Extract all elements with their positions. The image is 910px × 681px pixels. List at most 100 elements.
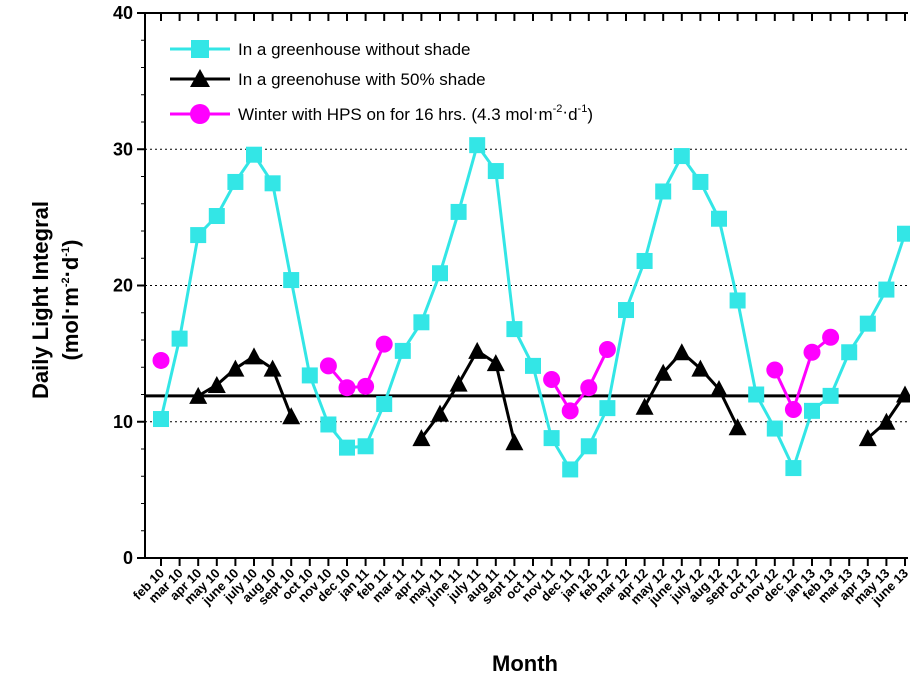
data-point-circle	[766, 361, 784, 379]
legend: In a greenhouse without shade In a green…	[170, 40, 593, 124]
y-axis-ticks: 0 10 20 30 40	[113, 3, 145, 568]
data-point-square	[711, 210, 727, 227]
data-point-square	[692, 173, 709, 190]
data-point-triangle	[877, 412, 896, 430]
data-point-triangle	[672, 343, 691, 361]
data-point-square	[413, 314, 430, 331]
data-point-square	[859, 315, 876, 332]
data-point-circle	[598, 341, 616, 359]
series-line-2	[773, 336, 832, 414]
data-point-triangle	[226, 359, 245, 377]
data-point-square	[487, 163, 504, 180]
data-point-square	[785, 460, 802, 477]
legend-entry-no-shade: In a greenhouse without shade	[170, 40, 471, 59]
data-point-square	[729, 292, 746, 309]
data-point-triangle	[505, 433, 524, 451]
series-group	[152, 137, 910, 478]
grid-lines	[145, 148, 908, 423]
data-point-circle	[784, 400, 802, 418]
legend-circle-marker	[190, 104, 210, 124]
data-point-circle	[375, 335, 393, 353]
data-point-circle	[338, 379, 356, 397]
data-point-circle	[580, 379, 598, 397]
data-point-square	[506, 321, 523, 338]
legend-square-marker	[191, 40, 209, 58]
data-point-square	[655, 183, 672, 200]
y-tick-label: 20	[113, 276, 133, 296]
legend-label-50-shade: In a greenohuse with 50% shade	[238, 70, 486, 89]
data-point-square	[841, 344, 858, 361]
data-point-square	[897, 225, 910, 242]
data-point-circle	[319, 357, 337, 375]
data-point-circle	[357, 377, 375, 395]
series-2	[152, 328, 840, 420]
legend-entry-hps: Winter with HPS on for 16 hrs. (4.3 mol·…	[170, 102, 593, 124]
y-tick-label: 40	[113, 3, 133, 23]
data-point-triangle	[858, 429, 877, 447]
legend-entry-50-shade: In a greenohuse with 50% shade	[170, 69, 486, 89]
series-line-0	[159, 141, 907, 473]
data-point-square	[766, 420, 783, 437]
data-point-triangle	[282, 407, 301, 425]
data-point-square	[562, 461, 579, 478]
data-point-square	[190, 227, 207, 244]
data-point-triangle	[207, 375, 226, 393]
data-point-square	[804, 402, 820, 419]
x-axis-title: Month	[492, 651, 558, 676]
data-point-triangle	[263, 359, 282, 377]
series-line-2	[550, 348, 609, 414]
data-point-square	[171, 330, 188, 347]
data-point-triangle	[691, 359, 710, 377]
data-point-square	[525, 357, 541, 374]
legend-label-hps: Winter with HPS on for 16 hrs. (4.3 mol·…	[238, 102, 593, 124]
data-point-square	[246, 146, 262, 163]
y-tick-label: 30	[113, 139, 133, 159]
legend-label-no-shade: In a greenhouse without shade	[238, 40, 471, 59]
data-point-square	[450, 203, 467, 220]
data-point-triangle	[896, 385, 910, 403]
y-axis-title-line2: (mol·m-2·d-1)	[55, 239, 83, 360]
data-point-square	[394, 342, 411, 359]
series-1	[189, 341, 910, 451]
data-point-triangle	[654, 363, 673, 381]
data-point-square	[339, 439, 355, 456]
data-point-triangle	[189, 386, 208, 404]
data-point-circle	[543, 371, 561, 389]
data-point-square	[320, 416, 337, 433]
legend-triangle-marker	[190, 69, 210, 87]
y-tick-label: 10	[113, 412, 133, 432]
data-point-square	[673, 148, 690, 165]
data-point-circle	[561, 402, 579, 420]
data-point-square	[636, 252, 653, 269]
data-point-square	[878, 281, 895, 298]
data-point-square	[264, 175, 281, 192]
data-point-triangle	[468, 341, 487, 359]
data-point-square	[376, 396, 393, 413]
data-point-square	[580, 438, 597, 455]
y-axis-title: Daily Light Integral (mol·m-2·d-1)	[28, 201, 83, 399]
data-point-circle	[822, 328, 840, 346]
data-point-square	[227, 173, 244, 190]
data-point-triangle	[431, 404, 449, 422]
data-point-square	[599, 400, 616, 417]
data-point-square	[153, 411, 169, 428]
data-point-square	[543, 430, 560, 447]
data-point-circle	[803, 343, 821, 361]
data-point-square	[748, 386, 765, 403]
data-point-square	[301, 367, 318, 384]
data-point-triangle	[710, 380, 728, 398]
data-point-triangle	[635, 397, 654, 415]
data-point-triangle	[449, 374, 468, 392]
y-axis-title-line1: Daily Light Integral	[28, 201, 53, 399]
data-point-triangle	[728, 418, 747, 436]
data-point-circle	[152, 351, 170, 369]
data-point-square	[283, 272, 300, 289]
data-point-square	[469, 137, 486, 154]
data-point-triangle	[412, 429, 431, 447]
data-point-square	[618, 302, 634, 319]
data-point-triangle	[486, 354, 505, 372]
data-point-square	[208, 208, 225, 225]
data-point-square	[432, 265, 448, 282]
